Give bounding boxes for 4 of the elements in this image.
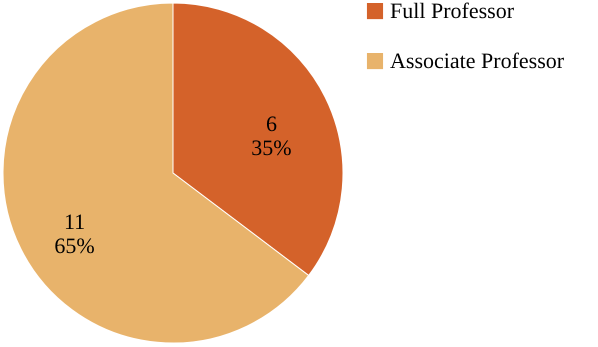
legend-label: Associate Professor [390, 48, 565, 73]
legend-label: Full Professor [390, 0, 515, 23]
data-label: 6 35% [251, 110, 292, 160]
data-label: 11 65% [54, 209, 95, 258]
